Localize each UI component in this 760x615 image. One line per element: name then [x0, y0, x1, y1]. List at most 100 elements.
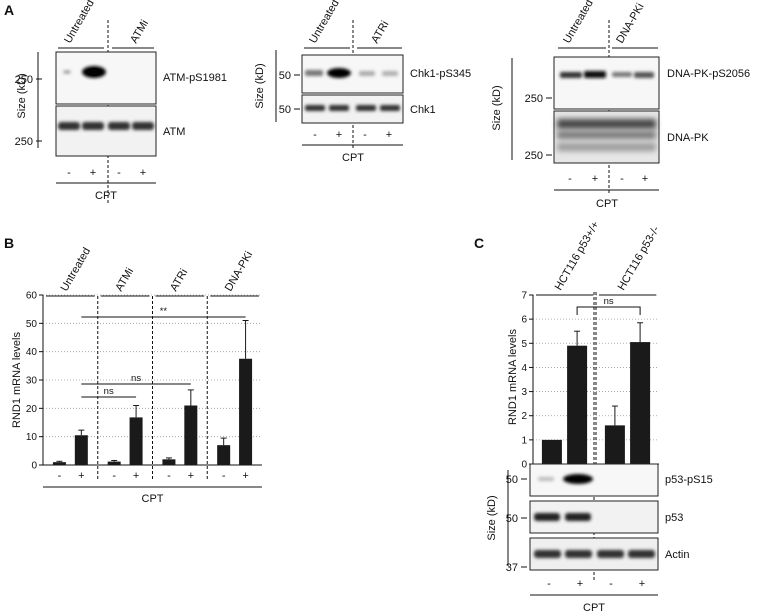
significance-label: ns [131, 373, 141, 384]
cpt-sign: - [363, 129, 367, 141]
x-tick-label: - [222, 470, 226, 482]
group-label: ATRi [168, 267, 190, 293]
band [329, 105, 349, 111]
mw-marker: 250 [15, 136, 33, 148]
chk1-blot-group: Untreated ATRi Size (kD) 50 50 Chk1-pS34… [254, 0, 471, 164]
band [305, 105, 325, 111]
band [380, 105, 400, 111]
mw-marker: 250 [15, 74, 33, 86]
x-tick-label: + [78, 470, 84, 482]
band [628, 550, 655, 558]
blot-label: Actin [665, 549, 689, 561]
cpt-sign: - [568, 173, 572, 185]
band [327, 68, 351, 78]
cpt-label: CPT [596, 198, 618, 210]
group-label-atri: ATRi [369, 19, 391, 45]
y-tick-label: 20 [26, 404, 38, 415]
band [534, 513, 560, 521]
bar [162, 459, 176, 465]
blot-label: Chk1 [410, 104, 436, 116]
band [58, 122, 80, 130]
cpt-sign: + [577, 578, 583, 590]
blot-dnapk-ps2056 [553, 56, 660, 110]
group-label-atmi: ATMi [128, 18, 151, 46]
chart-b-ylabel: RND1 mRNA levels [11, 332, 23, 428]
blot-atm-ps1981 [55, 51, 157, 105]
size-axis-label: Size (kD) [254, 63, 266, 108]
mw-marker: 37 [506, 562, 518, 574]
mw-marker: 250 [525, 93, 543, 105]
blot-label: DNA-PK [667, 132, 709, 144]
size-axis-label: Size (kD) [491, 85, 503, 130]
y-tick-label: 40 [26, 347, 38, 358]
cpt-sign: + [639, 578, 645, 590]
y-tick-label: 1 [521, 435, 527, 446]
y-tick-label: 3 [521, 387, 527, 398]
bar [184, 405, 198, 465]
bar [52, 462, 66, 465]
band [86, 68, 102, 76]
cpt-label: CPT [583, 602, 605, 614]
cpt-label: CPT [95, 190, 117, 202]
band [356, 105, 376, 111]
blot-label: p53 [665, 512, 683, 524]
cpt-label: CPT [142, 493, 164, 505]
band [612, 72, 632, 77]
mw-marker: 50 [279, 70, 291, 82]
bar [107, 461, 121, 465]
group-label-untreated: Untreated [561, 0, 596, 45]
cpt-sign: - [609, 578, 613, 590]
y-tick-label: 2 [521, 411, 527, 422]
y-tick-label: 5 [521, 339, 527, 350]
cpt-sign: + [642, 173, 648, 185]
y-tick-label: 60 [26, 291, 38, 302]
group-label: ATMi [113, 266, 136, 294]
band [382, 71, 398, 76]
mw-marker: 250 [525, 150, 543, 162]
bar [630, 342, 651, 464]
cpt-sign: - [620, 173, 624, 185]
y-tick-label: 0 [31, 461, 37, 472]
band [63, 70, 71, 74]
cpt-sign: - [313, 129, 317, 141]
y-tick-label: 10 [26, 432, 38, 443]
band [132, 122, 154, 130]
band [359, 71, 375, 76]
bar [567, 345, 588, 464]
blot-label: ATM [163, 126, 185, 138]
y-tick-label: 50 [26, 319, 38, 330]
size-axis-label: Size (kD) [16, 73, 28, 118]
cpt-sign: + [90, 167, 96, 179]
x-tick-label: - [112, 470, 116, 482]
y-tick-label: 7 [521, 291, 527, 302]
group-label: HCT116 p53-/- [616, 224, 663, 293]
y-tick-label: 0 [521, 460, 527, 471]
blot-atm [55, 105, 157, 157]
blot-label: Chk1-pS345 [410, 68, 471, 80]
significance-bracket [576, 306, 641, 315]
cpt-sign: + [592, 173, 598, 185]
group-label-untreated: Untreated [62, 0, 97, 45]
significance-label: ns [604, 296, 614, 307]
band [538, 477, 554, 481]
y-tick-label: 6 [521, 315, 527, 326]
band [584, 71, 606, 78]
group-label-dnapki: DNA-PKi [614, 1, 646, 45]
band [82, 122, 104, 130]
panel-label-c: C [474, 235, 484, 251]
bar [217, 445, 231, 465]
x-tick-label: - [167, 470, 171, 482]
significance-label: ns [104, 386, 114, 397]
atm-blot-group: Untreated ATMi Size (kD) 250 250 ATM-pS1… [15, 0, 227, 203]
band [565, 513, 591, 521]
size-axis-label: Size (kD) [486, 495, 498, 540]
mw-marker: 50 [279, 104, 291, 116]
p53-blot-group: Size (kD) 50 50 37 p53-pS15 p53 Actin - … [486, 292, 713, 614]
cpt-sign: + [140, 167, 146, 179]
band [534, 550, 561, 558]
band [557, 131, 656, 139]
bar [541, 439, 562, 464]
cpt-sign: - [547, 578, 551, 590]
cpt-sign: - [67, 167, 71, 179]
